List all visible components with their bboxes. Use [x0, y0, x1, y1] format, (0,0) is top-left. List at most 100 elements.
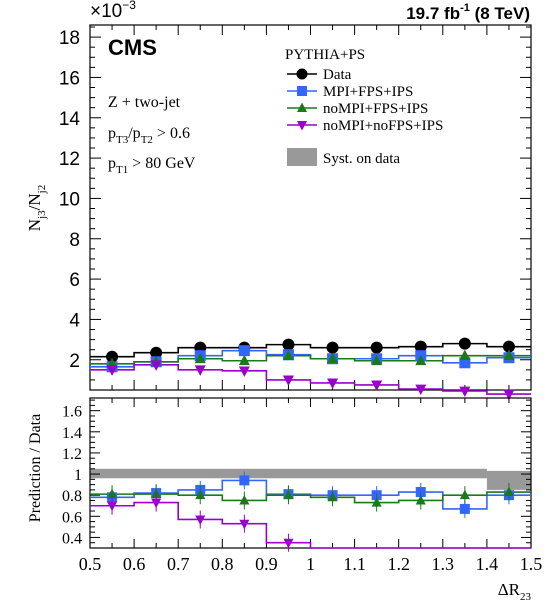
ratio-point-nompi-nofps-ips	[107, 501, 118, 512]
x-tick-label: 0.9	[255, 554, 278, 574]
ratio-point-nompi-nofps-ips	[239, 519, 250, 530]
x-tick-label: 1	[306, 554, 315, 574]
cms-label: CMS	[108, 35, 157, 60]
main-y-tick-label: 16	[59, 68, 80, 89]
main-point-mpi-fps-ips	[238, 345, 250, 357]
main-point-data	[326, 341, 339, 354]
main-panel-markers	[106, 337, 515, 401]
exponent-label: ×10−3	[90, 0, 136, 22]
ratio-point-nompi-fps-ips	[195, 489, 206, 500]
x-tick-label: 0.7	[167, 554, 190, 574]
syst-band-segment	[90, 468, 487, 479]
ratio-y-tick-label: 0.4	[62, 530, 82, 547]
main-point-data	[502, 340, 515, 353]
ratio-point-nompi-fps-ips	[415, 494, 426, 505]
ratio-point-mpi-fps-ips	[459, 503, 470, 514]
ratio-point-nompi-nofps-ips	[195, 515, 206, 525]
ratio-point-nompi-fps-ips	[371, 497, 382, 507]
x-tick-label: 1.1	[343, 554, 366, 574]
x-tick-label: 1.3	[432, 554, 455, 574]
main-y-tick-label: 2	[69, 351, 80, 372]
ratio-hist-nompi-fps-ips	[90, 491, 531, 504]
main-y-tick-label: 12	[59, 149, 80, 170]
main-y-tick-label: 6	[69, 270, 80, 291]
selection-line-1: Z + two-jet	[108, 94, 181, 111]
legend-swatch-syst	[287, 148, 317, 166]
main-point-nompi-fps-ips	[371, 354, 383, 366]
ratio-y-tick-label: 0.6	[62, 509, 82, 526]
main-point-nompi-nofps-ips	[238, 366, 250, 377]
main-point-nompi-nofps-ips	[415, 384, 427, 396]
main-point-nompi-fps-ips	[503, 349, 515, 361]
main-point-data	[150, 346, 163, 359]
main-point-nompi-fps-ips	[194, 352, 206, 364]
ratio-point-nompi-nofps-ips	[151, 498, 162, 509]
luminosity-label: 19.7 fb-1 (8 TeV)	[406, 2, 530, 23]
ratio-point-nompi-fps-ips	[151, 488, 162, 499]
main-y-tick-label: 8	[69, 230, 80, 251]
main-point-data	[458, 337, 471, 350]
main-point-data	[414, 340, 427, 353]
x-tick-label: 0.6	[123, 554, 146, 574]
ratio-syst-band	[90, 468, 531, 490]
main-hist-data	[90, 342, 531, 358]
main-point-nompi-nofps-ips	[106, 365, 118, 376]
main-point-nompi-fps-ips	[238, 354, 250, 366]
selection-line-3: pT1 > 80 GeV	[108, 155, 196, 176]
y-axis-label-main: Nj3/Nj2	[25, 185, 48, 231]
ratio-y-tick-label: 0.8	[62, 488, 82, 505]
main-point-nompi-nofps-ips	[371, 380, 383, 392]
main-point-mpi-fps-ips	[459, 357, 471, 369]
ratio-point-mpi-fps-ips	[239, 475, 250, 486]
main-panel-frame	[89, 24, 532, 391]
x-tick-label: 1.2	[387, 554, 410, 574]
x-tick-label: 1.5	[520, 554, 543, 574]
ratio-hist-mpi-fps-ips	[90, 479, 531, 510]
selection-line-2: pT3/pT2 > 0.6	[108, 125, 190, 146]
ratio-point-nompi-fps-ips	[503, 486, 514, 497]
main-point-nompi-fps-ips	[327, 352, 339, 364]
main-y-tick-label: 14	[59, 109, 81, 130]
legend-header: PYTHIA+PS	[285, 47, 365, 63]
main-point-data	[106, 350, 119, 363]
main-point-nompi-nofps-ips	[503, 389, 515, 401]
x-tick-label: 1.4	[476, 554, 499, 574]
ratio-point-nompi-nofps-ips	[283, 538, 294, 549]
x-tick-label: 0.8	[211, 554, 234, 574]
ratio-point-nompi-fps-ips	[327, 491, 338, 502]
ratio-y-tick-label: 1.4	[62, 425, 82, 442]
ratio-y-tick-labels: 0.4 0.6 0.8 1 1.2 1.4 1.6	[62, 404, 82, 548]
legend-marker-data	[296, 68, 308, 80]
ratio-point-nompi-fps-ips	[239, 494, 250, 505]
ratio-point-nompi-fps-ips	[459, 489, 470, 500]
main-point-data	[370, 341, 383, 354]
main-point-nompi-nofps-ips	[194, 365, 206, 376]
x-tick-label: 0.5	[79, 554, 102, 574]
main-point-nompi-nofps-ips	[327, 378, 339, 389]
x-tick-labels: 0.5 0.6 0.7 0.8 0.9 1 1.1 1.2 1.3 1.4 1.5	[79, 554, 543, 574]
legend-label-data: Data	[323, 67, 352, 83]
y-axis-label-ratio: Prediction / Data	[27, 414, 44, 522]
ratio-y-tick-label: 1.2	[62, 446, 82, 463]
main-point-nompi-fps-ips	[282, 349, 294, 361]
x-axis-label: ΔR23	[498, 580, 532, 603]
main-panel-ticks	[89, 25, 532, 391]
legend-marker-nompi-fps-ips	[297, 102, 307, 112]
main-point-nompi-fps-ips	[415, 354, 427, 366]
legend: PYTHIA+PS DataMPI+FPS+IPSnoMPI+FPS+IPSno…	[285, 47, 443, 167]
main-point-nompi-nofps-ips	[282, 375, 294, 386]
ratio-point-nompi-fps-ips	[107, 488, 118, 499]
main-y-tick-label: 18	[59, 28, 80, 49]
ratio-panel-ticks	[89, 398, 532, 549]
legend-label-syst: Syst. on data	[323, 151, 400, 167]
ratio-panel-markers	[107, 471, 514, 552]
legend-label-mpi-fps-ips: MPI+FPS+IPS	[323, 84, 413, 100]
ratio-y-tick-label: 1.6	[62, 404, 82, 421]
main-point-data	[282, 338, 295, 351]
ratio-point-nompi-fps-ips	[283, 489, 294, 500]
legend-label-nompi-nofps-ips: noMPI+noFPS+IPS	[323, 118, 443, 134]
main-y-tick-label: 10	[59, 189, 80, 210]
main-y-tick-labels: 2 4 6 8 10 12 14 16 18	[59, 28, 81, 372]
syst-band-segment	[486, 470, 531, 490]
